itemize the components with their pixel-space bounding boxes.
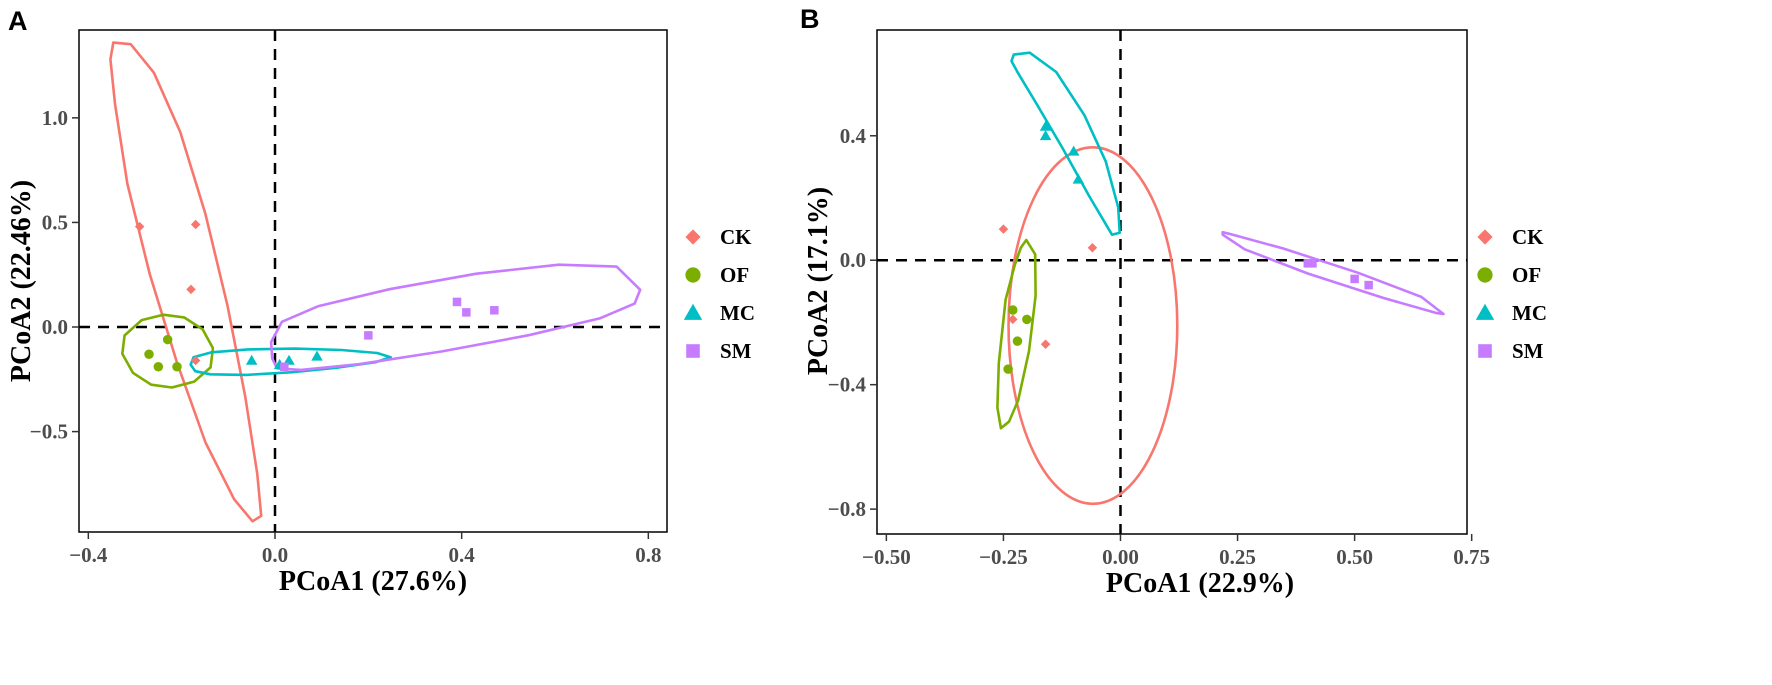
panel-b-point-sm-2 (1308, 259, 1317, 268)
panel-a-y-axis-title: PCoA2 (22.46%) (6, 180, 37, 382)
panel-b-x-tick-label: 0.25 (1219, 545, 1256, 569)
panel-a-point-sm-5 (280, 362, 289, 372)
panel-b-letter: B (800, 4, 820, 34)
panel-b-legend-label-sm: SM (1512, 339, 1544, 363)
panel-b-ellipse-ck (1007, 145, 1179, 506)
panel-a-point-ck-1 (134, 221, 145, 232)
panel-a-point-ck-3 (186, 284, 196, 295)
panel-b-legend-label-ck: CK (1512, 225, 1544, 249)
panel-b-y-tick-label: −0.8 (828, 497, 866, 521)
panel-a-legend-label-mc: MC (720, 301, 755, 325)
panel-b-point-of-3 (1022, 314, 1032, 325)
panel-a-point-of-4 (172, 362, 182, 372)
panel-b-x-tick-label: −0.25 (979, 545, 1028, 569)
panel-b-point-ck-4 (1040, 339, 1051, 349)
panel-b-legend-key-of (1477, 267, 1493, 283)
panel-a-point-mc-2 (283, 354, 295, 365)
panel-b-point-mc-4 (1072, 173, 1085, 184)
panel-b-point-mc-2 (1039, 130, 1052, 141)
panel-b-legend-key-mc (1475, 303, 1495, 320)
panel-b-ellipse-sm (1221, 230, 1445, 316)
panel-a-point-sm-1 (364, 331, 373, 340)
panel-a-x-tick-label: 0.8 (635, 543, 661, 567)
panel-b-ellipse-mc (1010, 51, 1121, 236)
panel-b-legend-key-sm (1478, 344, 1492, 358)
panel-a-point-mc-3 (311, 350, 323, 361)
panel-a-y-tick-label: −0.5 (30, 420, 68, 444)
panel-b-point-of-4 (1003, 364, 1013, 374)
panel-b-legend: CK OF MC SM (1475, 225, 1547, 363)
panel-b-x-axis-title: PCoA1 (22.9%) (1106, 568, 1294, 599)
panel-b-point-sm-1 (1303, 259, 1313, 268)
panel-a-legend-key-ck (685, 229, 701, 245)
panel-a-legend-key-sm (686, 344, 700, 358)
panel-a-legend: CK OF MC SM (683, 225, 755, 363)
panel-a-y-tick-label: 0.0 (42, 315, 68, 339)
panel-b-x-tick-label: −0.50 (862, 545, 911, 569)
panel-a-legend-key-mc (683, 303, 703, 320)
panel-a-legend-label-ck: CK (720, 225, 752, 249)
panel-a-ellipse-mc (189, 347, 393, 377)
panel-b-y-tick-label: 0.4 (840, 124, 867, 148)
panel-b: B −0.50 −0.25 0.00 0.25 0.50 0.75 −0.8 −0.4 0.0 0… (800, 4, 1547, 599)
panel-a-ellipse-of (121, 313, 215, 389)
panel-a-point-mc-1 (245, 354, 258, 365)
panel-b-y-axis-title: PCoA2 (17.1%) (803, 187, 834, 375)
panel-b-legend-label-of: OF (1512, 263, 1541, 287)
panel-a-ellipse-ck (109, 41, 263, 523)
panel-a-legend-key-of (685, 267, 701, 283)
panel-b-x-tick-label: 0.50 (1336, 545, 1373, 569)
panel-a-plot-frame (78, 29, 668, 533)
panel-a-y-tick-label: 0.5 (42, 210, 68, 234)
panel-a-x-tick-label: −0.4 (69, 543, 108, 567)
panel-a-point-of-3 (153, 362, 164, 372)
panel-a-x-tick-label: 0.4 (449, 543, 476, 567)
panel-a-legend-label-of: OF (720, 263, 749, 287)
panel-b-plot-frame (876, 29, 1468, 535)
panel-b-ellipse-of (996, 238, 1037, 430)
panel-b-x-tick-label: 0.75 (1453, 545, 1490, 569)
panel-a-point-of-1 (144, 349, 154, 359)
panel-a-legend-label-sm: SM (720, 339, 752, 363)
panel-b-y-tick-label: −0.4 (828, 373, 867, 397)
panel-a-x-axis-title: PCoA1 (27.6%) (279, 566, 467, 597)
panel-a-point-sm-4 (490, 306, 499, 315)
panel-b-point-ck-2 (1087, 243, 1098, 253)
panel-a-point-ck-4 (190, 355, 201, 366)
panel-b-point-of-1 (1008, 305, 1018, 315)
panel-b-x-tick-label: 0.00 (1102, 545, 1139, 569)
panel-a-letter: A (8, 6, 28, 36)
panel-a-point-of-2 (162, 334, 173, 345)
panel-a-x-tick-label: 0.0 (262, 543, 288, 567)
panel-b-point-mc-1 (1039, 120, 1052, 131)
panel-b-y-tick-label: 0.0 (840, 248, 866, 272)
panel-b-point-mc-3 (1067, 145, 1080, 156)
panel-a: A −0.4 0.0 0.4 0.8 −0.5 0.0 0.5 1.0 PCoA1 (27.6… (6, 6, 755, 597)
panel-a-point-ck-2 (190, 219, 201, 230)
panel-a-point-sm-3 (462, 308, 471, 317)
panel-b-point-sm-3 (1350, 274, 1359, 284)
panel-a-y-tick-label: 1.0 (42, 106, 68, 130)
panel-b-point-sm-4 (1364, 280, 1373, 290)
panel-b-point-of-2 (1012, 336, 1023, 346)
panel-b-legend-label-mc: MC (1512, 301, 1547, 325)
panel-b-point-ck-3 (1008, 314, 1018, 325)
panel-a-point-sm-2 (452, 297, 462, 307)
panel-b-point-ck-1 (998, 224, 1009, 234)
panel-a-ellipse-sm (269, 263, 642, 372)
panel-b-legend-key-ck (1477, 229, 1493, 245)
